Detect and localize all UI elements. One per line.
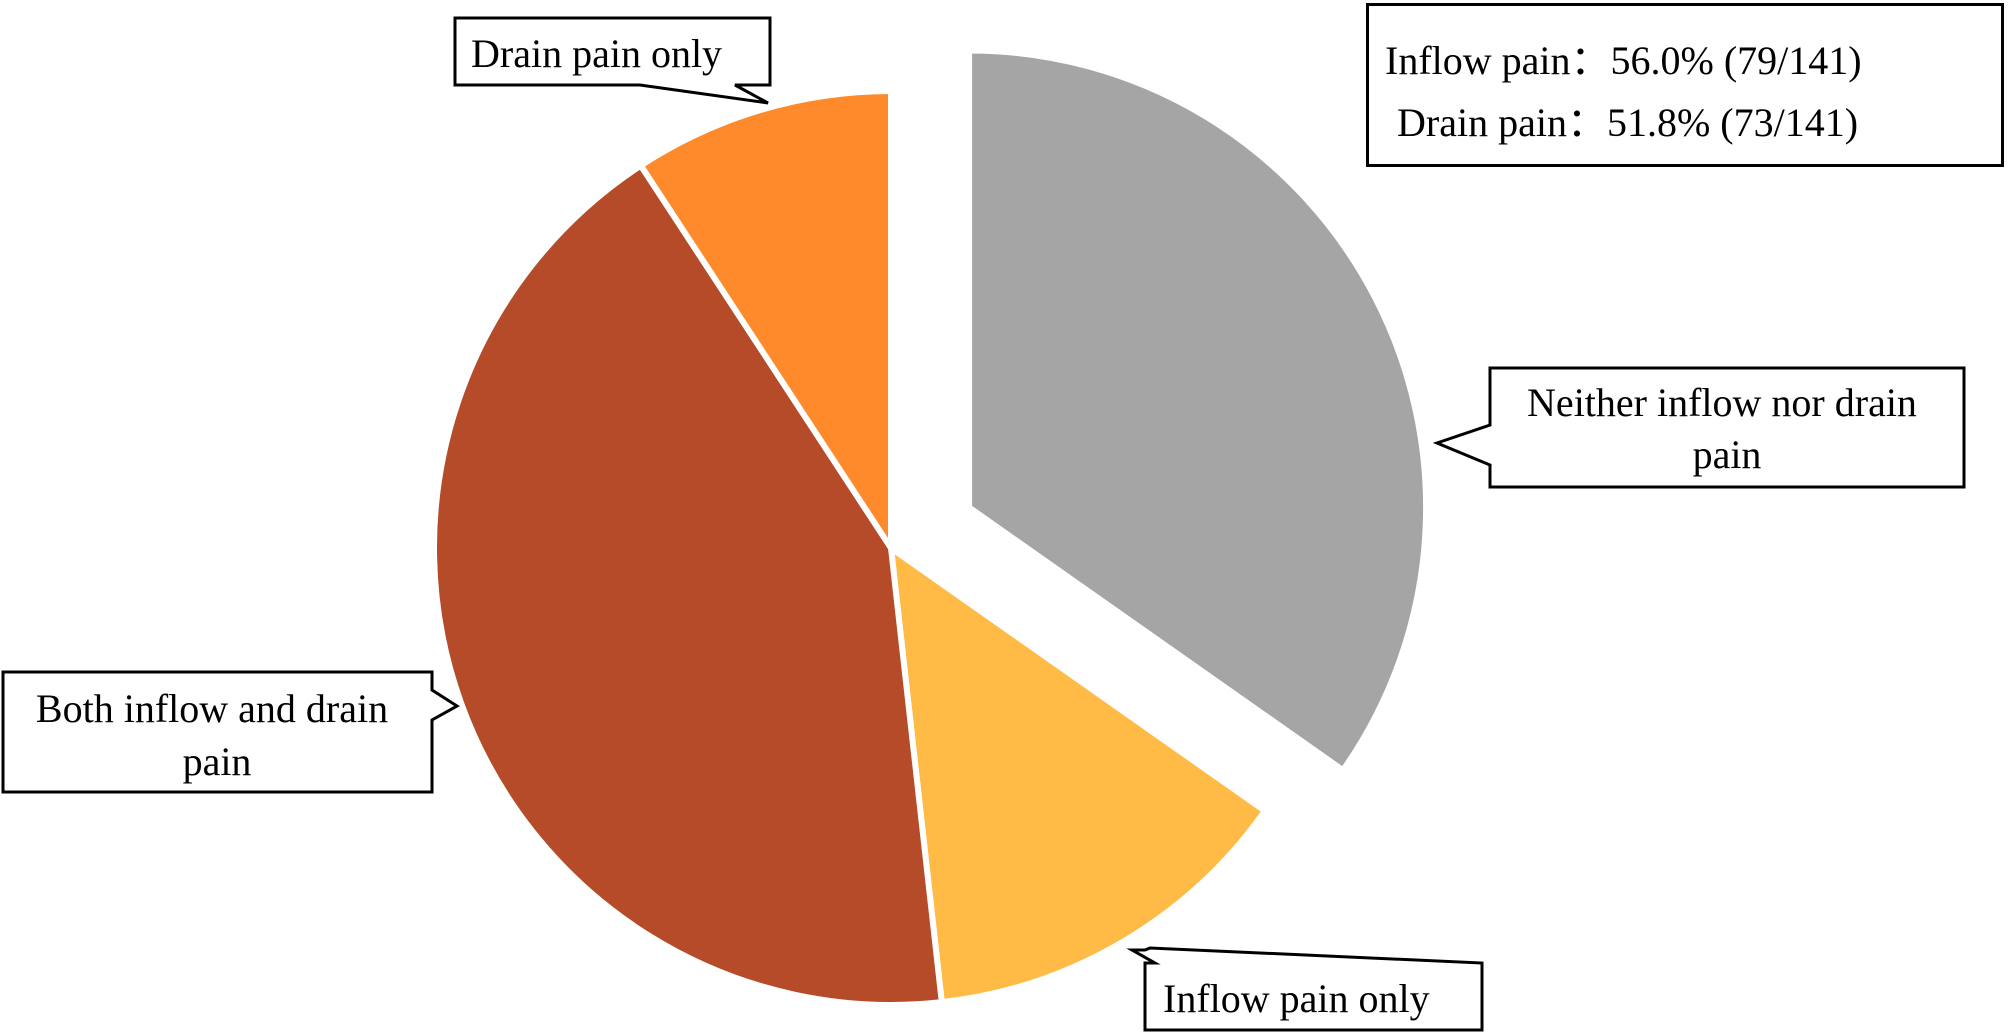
- callout-neither: Neither inflow nor drain pain: [1432, 366, 1966, 489]
- pie-slice-inflow-pain-only: [888, 545, 1268, 1006]
- pie-slice-both-inflow-and-drain-pain: [431, 162, 945, 1008]
- summary-drain-label: Drain pain：: [1397, 100, 1607, 145]
- summary-box: Inflow pain：56.0% (79/141) Drain pain：51…: [1366, 3, 2004, 167]
- summary-inflow-label: Inflow pain：: [1385, 38, 1611, 83]
- callout-both: Both inflow and drain pain: [1, 670, 460, 794]
- summary-inflow: Inflow pain：56.0% (79/141): [1385, 28, 1862, 86]
- callout-both-line-1: Both inflow and drain: [36, 686, 388, 731]
- pie-slices: [431, 47, 1430, 1008]
- callout-drain-pain-only-text: Drain pain only: [471, 31, 722, 76]
- summary-drain-value: 51.8% (73/141): [1606, 100, 1859, 145]
- callout-inflow-pain-only-text: Inflow pain only: [1163, 976, 1430, 1021]
- callout-neither-line-2: pain: [1693, 432, 1762, 477]
- callout-drain-pain-only: Drain pain only: [453, 16, 772, 105]
- callout-neither-text: Neither inflow nor drain pain: [1527, 380, 1927, 477]
- callout-inflow-pain-only: Inflow pain only: [1126, 946, 1484, 1032]
- pie-slice-neither-inflow-nor-drain-pain: [966, 47, 1430, 774]
- callout-both-text: Both inflow and drain pain: [36, 686, 398, 784]
- summary-inflow-value: 56.0% (79/141): [1610, 38, 1862, 83]
- summary-drain: Drain pain：51.8% (73/141): [1397, 90, 1858, 148]
- callout-both-line-2: pain: [183, 739, 252, 784]
- pie-slice-drain-pain-only: [637, 88, 894, 551]
- callout-neither-line-1: Neither inflow nor drain: [1527, 380, 1917, 425]
